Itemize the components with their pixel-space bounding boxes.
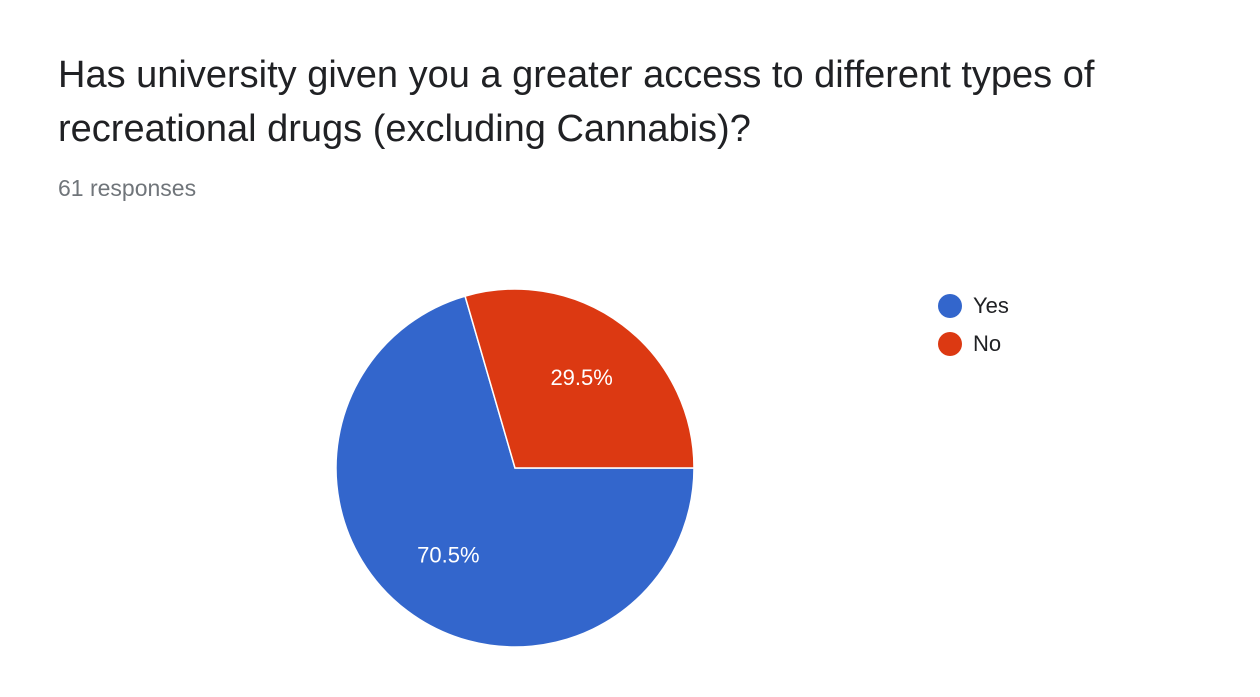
legend-swatch-yes — [938, 294, 962, 318]
pie-slice-yes[interactable] — [335, 295, 695, 648]
legend-label-yes: Yes — [973, 293, 1009, 318]
legend-item-no[interactable]: No — [938, 325, 1009, 363]
slice-label-yes: 70.5% — [417, 543, 479, 568]
slice-label-no: 29.5% — [550, 365, 612, 390]
pie-slice-no[interactable] — [464, 288, 695, 469]
question-title: Has university given you a greater acces… — [58, 54, 1095, 150]
legend-swatch-no — [938, 332, 962, 356]
response-count: 61 responses — [58, 175, 197, 201]
legend-label-no: No — [973, 331, 1002, 356]
chart-legend: Yes No — [938, 287, 1009, 363]
legend-item-yes[interactable]: Yes — [938, 287, 1009, 325]
